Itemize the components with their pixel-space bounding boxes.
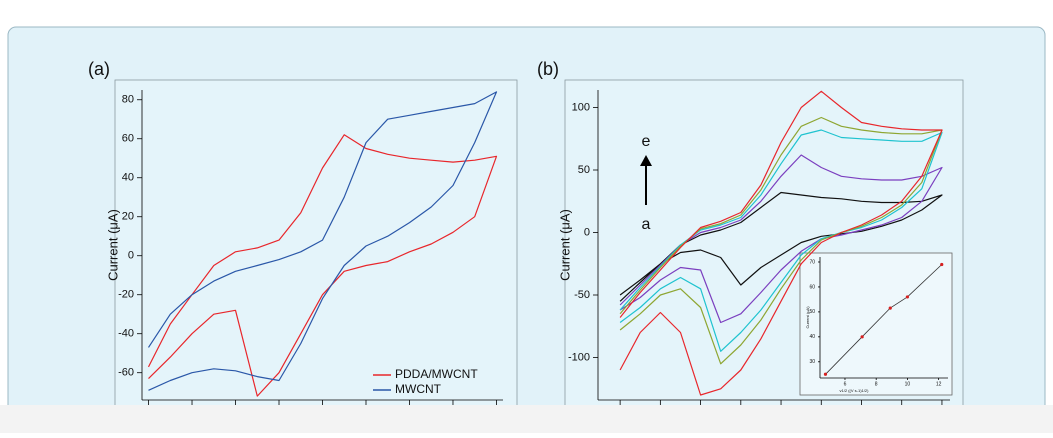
y-tick-label: -60 bbox=[118, 367, 134, 379]
series-line bbox=[147, 91, 498, 391]
x-tick-label: 8 bbox=[875, 381, 878, 387]
y-tick-label: 70 bbox=[809, 259, 815, 265]
y-tick-label: 60 bbox=[809, 284, 815, 290]
legend-label: MWCNT bbox=[395, 382, 442, 396]
y-tick-label: -50 bbox=[574, 289, 590, 301]
legend-label: PDDA/MWCNT bbox=[395, 367, 478, 381]
inset-frame bbox=[799, 252, 953, 396]
series-line bbox=[619, 90, 943, 396]
y-tick-label: 30 bbox=[809, 359, 815, 365]
data-point bbox=[905, 295, 910, 299]
data-point bbox=[888, 306, 892, 310]
y-tick-label: 0 bbox=[584, 226, 590, 238]
bottom-bar bbox=[0, 405, 1053, 433]
y-tick-label: 0 bbox=[128, 250, 134, 262]
x-tick-label: 12 bbox=[936, 381, 942, 387]
plot-frame bbox=[114, 79, 518, 438]
y-tick-label: 80 bbox=[122, 94, 134, 106]
annotation: e bbox=[642, 133, 651, 150]
x-axis-label: v1/2 ((V s-1)1/2) bbox=[840, 388, 870, 393]
y-tick-label: -100 bbox=[568, 351, 590, 363]
y-axis-label: Current (μA) bbox=[105, 209, 120, 281]
y-tick-label: 50 bbox=[809, 309, 815, 315]
y-tick-label: -40 bbox=[118, 328, 134, 340]
y-tick-label: 40 bbox=[809, 334, 815, 340]
y-tick-label: 50 bbox=[578, 164, 590, 176]
x-tick-label: 6 bbox=[844, 381, 847, 387]
series-line bbox=[619, 129, 943, 352]
panel-label: (a) bbox=[88, 59, 110, 79]
y-axis-label: Current (μA) bbox=[557, 209, 572, 281]
annotation: a bbox=[642, 216, 651, 233]
data-point bbox=[860, 335, 864, 339]
series-line bbox=[619, 191, 943, 302]
y-tick-label: -20 bbox=[118, 289, 134, 301]
y-tick-label: 20 bbox=[122, 211, 134, 223]
y-tick-label: 40 bbox=[122, 172, 134, 184]
arrow-head bbox=[640, 155, 652, 166]
series-line bbox=[147, 134, 498, 397]
panel-label: (b) bbox=[537, 59, 559, 79]
y-tick-label: 100 bbox=[572, 101, 590, 113]
data-point bbox=[940, 262, 944, 267]
y-tick-label: 60 bbox=[122, 133, 134, 145]
x-tick-label: 10 bbox=[905, 381, 911, 387]
y-axis-label: Current (μA) bbox=[805, 306, 810, 329]
series-line bbox=[619, 154, 943, 324]
data-point bbox=[823, 372, 828, 376]
